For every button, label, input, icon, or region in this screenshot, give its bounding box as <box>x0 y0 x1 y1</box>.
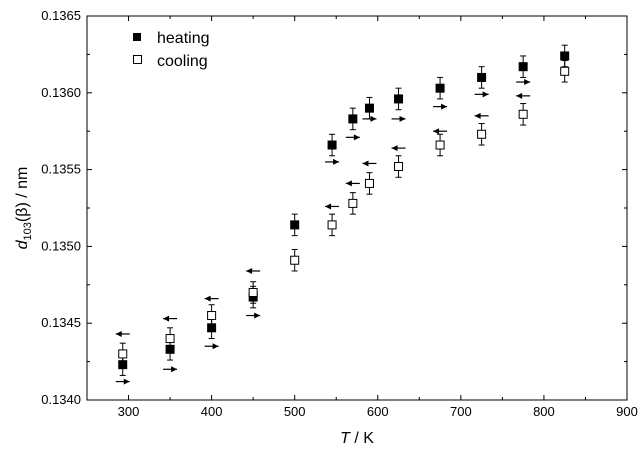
legend-cooling-label: cooling <box>157 53 208 70</box>
cooling-direction-arrow <box>474 112 489 119</box>
x-tick-label: 900 <box>616 404 638 419</box>
cooling-direction-arrow <box>362 160 377 167</box>
cooling-direction-arrow <box>516 92 531 99</box>
cooling-point <box>207 311 217 321</box>
y-tick-label: 0.1340 <box>41 392 81 407</box>
cooling-point <box>327 220 337 230</box>
heating-direction-arrow <box>163 366 178 373</box>
cooling-direction-arrow <box>345 180 360 187</box>
cooling-direction-arrow <box>115 330 130 337</box>
y-tick-label: 0.1350 <box>41 238 81 253</box>
direction-arrows <box>115 79 531 385</box>
cooling-point <box>118 349 128 359</box>
cooling-point <box>518 109 528 119</box>
legend: heating cooling <box>133 30 210 70</box>
heating-direction-arrow <box>204 343 219 350</box>
cooling-point <box>435 140 445 150</box>
legend-cooling-marker <box>133 55 142 64</box>
cooling-point <box>348 198 358 208</box>
x-tick-label: 800 <box>533 404 555 419</box>
cooling-direction-arrow <box>433 128 448 135</box>
cooling-point <box>394 162 404 172</box>
heating-direction-arrow <box>115 378 130 385</box>
heating-point <box>435 83 445 93</box>
cooling-point <box>248 287 258 297</box>
legend-heating-marker <box>133 33 141 41</box>
y-tick-label: 0.1345 <box>41 315 81 330</box>
cooling-direction-arrow <box>204 295 219 302</box>
x-tick-label: 500 <box>284 404 306 419</box>
x-tick-label: 600 <box>367 404 389 419</box>
heating-point <box>348 114 358 124</box>
x-tick-label: 300 <box>118 404 140 419</box>
heating-point <box>518 62 528 72</box>
heating-direction-arrow <box>325 158 340 165</box>
cooling-point <box>477 129 487 139</box>
x-tick-label: 700 <box>450 404 472 419</box>
y-axis-title: d103(β) / nm <box>14 167 34 250</box>
heating-direction-arrow <box>246 312 261 319</box>
heating-point <box>477 72 487 82</box>
cooling-direction-arrow <box>391 145 406 152</box>
legend-heating-label: heating <box>157 30 210 47</box>
cooling-point <box>165 334 175 344</box>
heating-point <box>327 140 337 150</box>
x-axis-title: T / K <box>340 430 374 447</box>
axis-ticks <box>86 15 628 401</box>
heating-point <box>394 94 404 104</box>
cooling-direction-arrow <box>325 203 340 210</box>
heating-direction-arrow <box>516 79 531 86</box>
heating-point <box>364 103 374 113</box>
heating-point <box>560 51 570 61</box>
heating-direction-arrow <box>474 91 489 98</box>
y-tick-label: 0.1355 <box>41 162 81 177</box>
heating-direction-arrow <box>391 115 406 122</box>
cooling-direction-arrow <box>246 267 261 274</box>
cooling-point <box>290 255 300 265</box>
data-marks <box>118 44 570 376</box>
heating-direction-arrow <box>433 103 448 110</box>
cooling-direction-arrow <box>163 315 178 322</box>
cooling-point <box>560 66 570 76</box>
heating-direction-arrow <box>362 115 377 122</box>
heating-point <box>290 220 300 230</box>
heating-direction-arrow <box>345 134 360 141</box>
cooling-point <box>364 178 374 188</box>
x-tick-label: 400 <box>201 404 223 419</box>
tick-labels: 300 400 500 600 700 800 900 0.1340 0.1345 0.1350 0… <box>41 8 638 419</box>
y-tick-label: 0.1360 <box>41 85 81 100</box>
y-tick-label: 0.1365 <box>41 8 81 23</box>
